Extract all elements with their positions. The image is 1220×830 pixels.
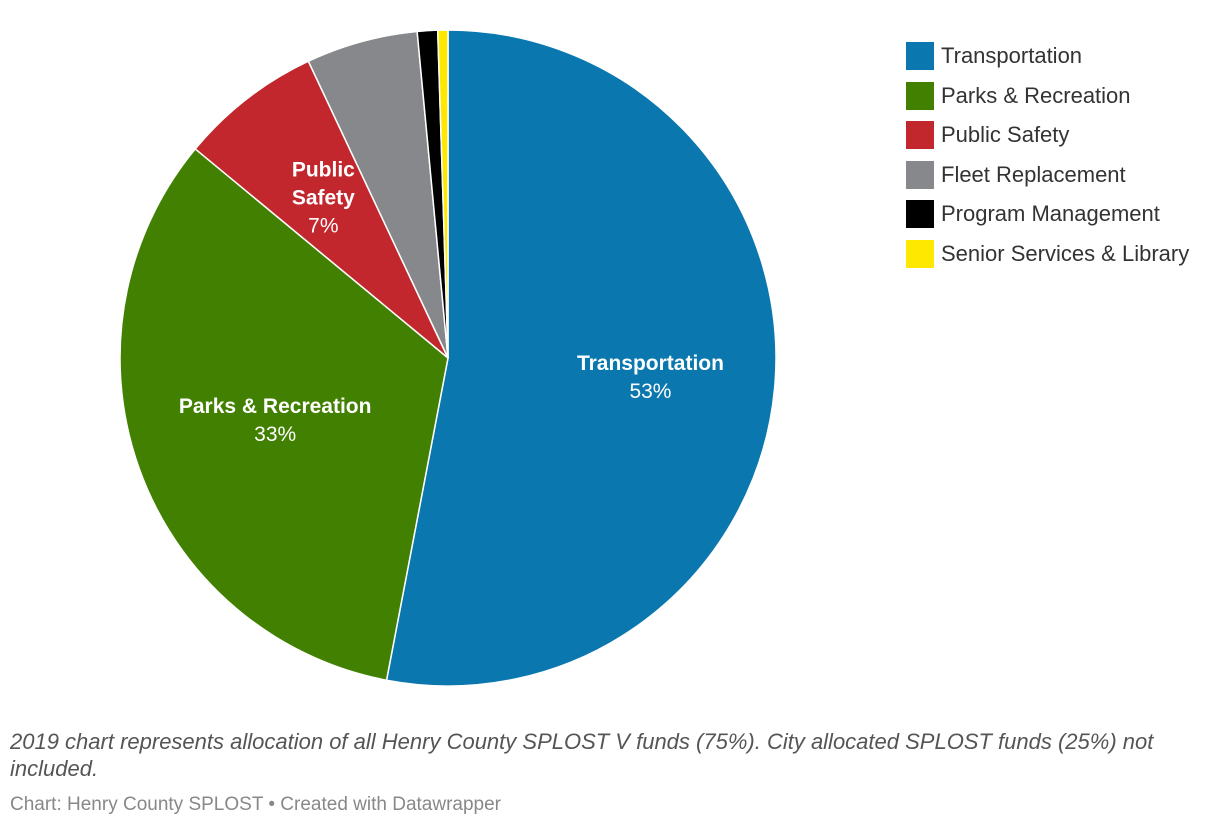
- legend-item-public-safety: Public Safety: [906, 121, 1189, 150]
- legend-label: Senior Services & Library: [941, 240, 1190, 266]
- legend-label: Fleet Replacement: [941, 161, 1126, 187]
- slice-percent-transportation: 53%: [629, 380, 671, 403]
- slice-transportation: [385, 29, 777, 687]
- legend-item-senior-services-and-library: Senior Services & Library: [906, 239, 1190, 268]
- slice-label-parks-and-recreation: Parks & Recreation: [179, 395, 372, 418]
- legend-item-program-management: Program Management: [906, 200, 1189, 229]
- legend-swatch: [906, 239, 934, 268]
- slice-parks-and-recreation: [119, 147, 449, 682]
- legend-swatch: [906, 42, 934, 70]
- slice-percent-public-safety: 7%: [308, 214, 338, 237]
- legend-item-parks-and-recreation: Parks & Recreation: [906, 81, 1189, 110]
- legend-swatch: [906, 160, 934, 189]
- legend-item-transportation: Transportation: [906, 42, 1189, 70]
- legend-swatch: [906, 81, 934, 110]
- legend-swatch: [906, 200, 934, 229]
- legend-item-fleet-replacement: Fleet Replacement: [906, 160, 1189, 189]
- pie-labels: Transportation 53% Parks & Recreation 33% Pu…: [179, 158, 724, 446]
- slice-label-public-safety: Public: [292, 158, 355, 181]
- pie-slices: [119, 29, 777, 687]
- slice-label-public-safety: Safety: [292, 186, 355, 209]
- chart-note: 2019 chart represents allocation of all …: [10, 729, 1154, 781]
- legend: Transportation Parks & Recreation Public S…: [906, 42, 1189, 280]
- slice-percent-parks-and-recreation: 33%: [254, 423, 296, 446]
- slice-senior-services-and-library: [436, 29, 449, 359]
- legend-label: Parks & Recreation: [941, 82, 1131, 108]
- legend-label: Program Management: [941, 201, 1160, 227]
- pie-chart: Transportation 53% Parks & Recreation 33% Pu…: [119, 29, 777, 687]
- slice-label-transportation: Transportation: [577, 352, 724, 375]
- chart-source: Chart: Henry County SPLOST • Created wit…: [10, 794, 502, 815]
- slice-public-safety: [194, 60, 449, 359]
- legend-swatch: [906, 121, 934, 150]
- legend-label: Public Safety: [941, 122, 1070, 148]
- legend-label: Transportation: [941, 43, 1083, 68]
